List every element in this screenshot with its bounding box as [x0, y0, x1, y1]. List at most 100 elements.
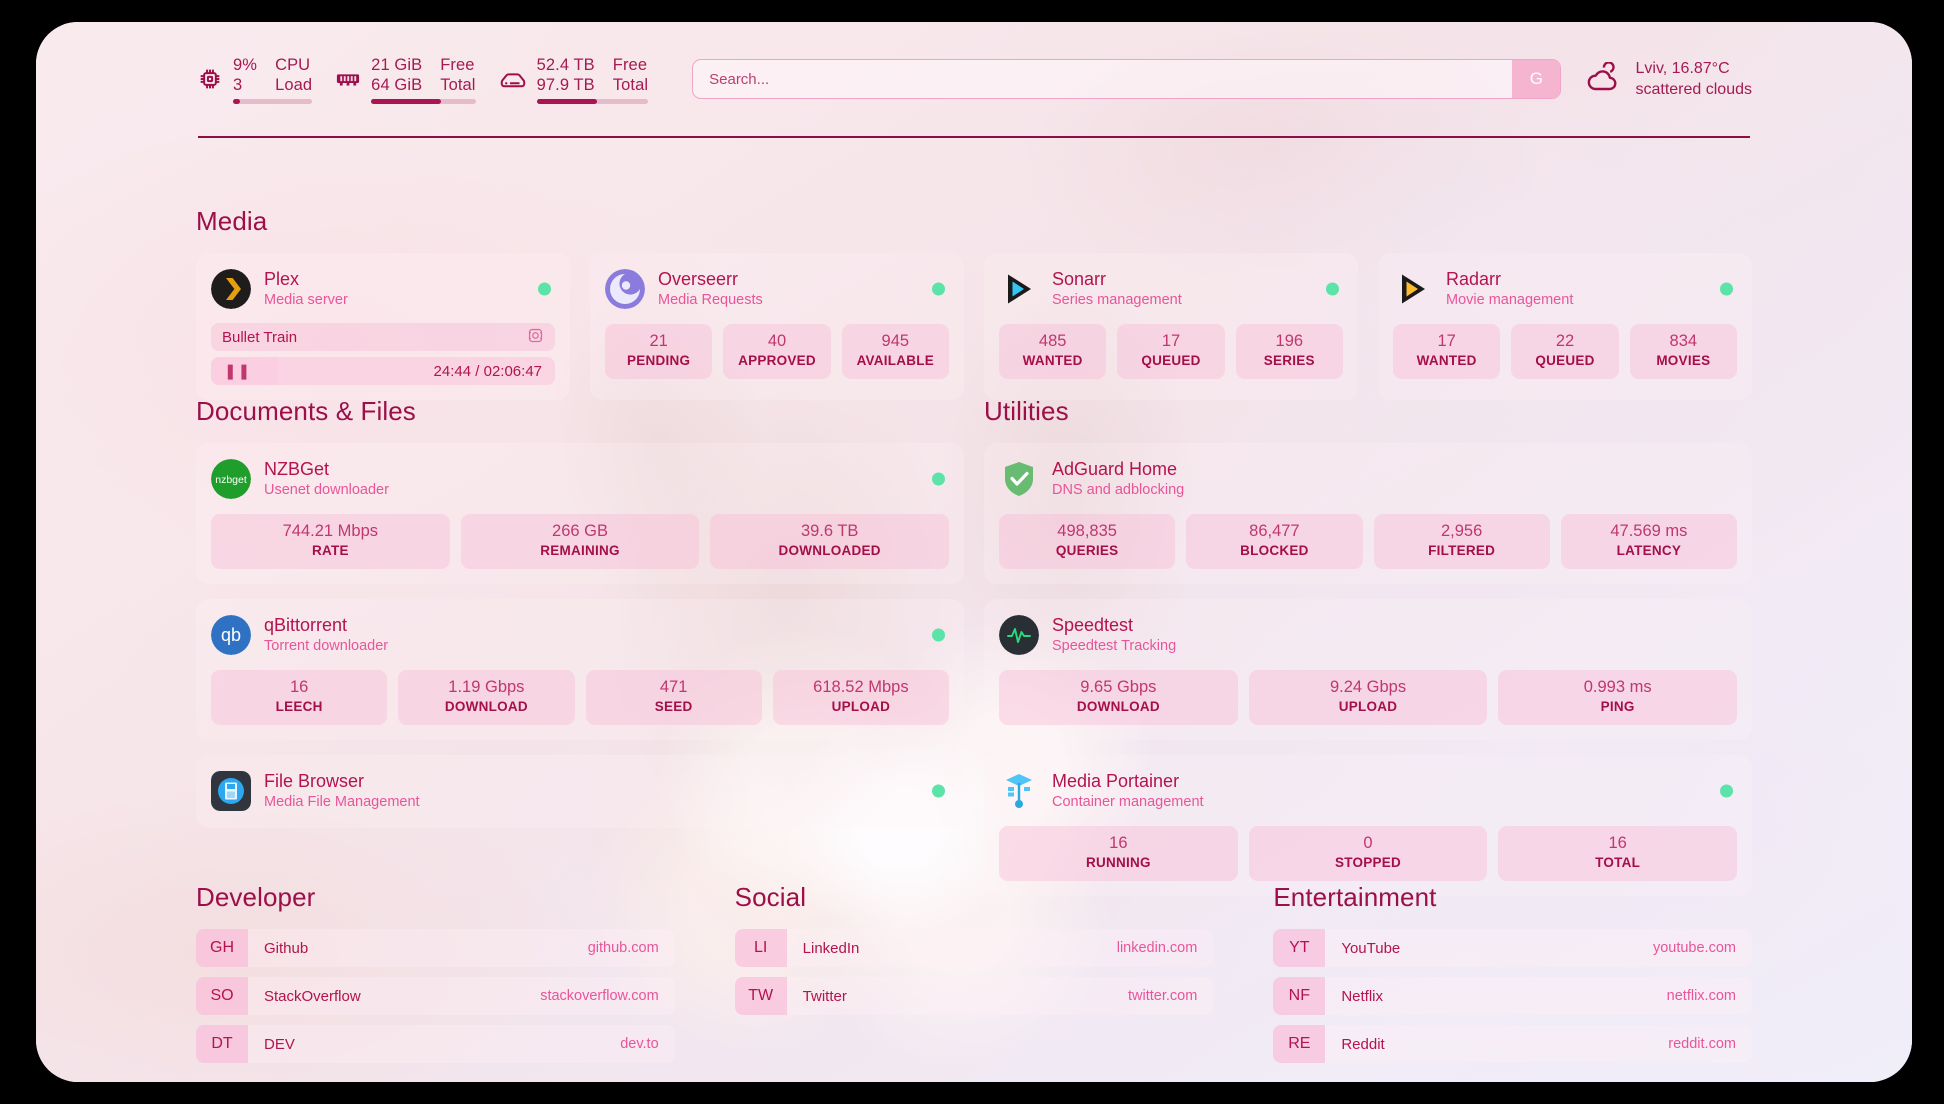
cast-icon[interactable] [527, 327, 544, 348]
stat-label: PING [1600, 699, 1635, 714]
overseerr-icon [605, 269, 645, 309]
stat-value: 22 [1555, 332, 1575, 350]
stat-value: 485 [1038, 332, 1067, 350]
now-playing-title: Bullet Train [222, 328, 298, 346]
service-subtitle: Series management [1052, 292, 1182, 308]
section-documents-utilities: Documents & Files nzbget NZBGet Usenet d [196, 396, 1752, 911]
service-name: Overseerr [658, 269, 739, 289]
service-card-overseerr[interactable]: Overseerr Media Requests 21 PENDING 40 APP… [590, 253, 964, 400]
svg-text:nzbget: nzbget [215, 474, 247, 486]
service-name: AdGuard Home [1052, 459, 1178, 479]
stat-value: 834 [1669, 332, 1698, 350]
memory-label-1: Free [440, 55, 475, 74]
stat-label: DOWNLOAD [444, 699, 528, 714]
service-card-qbittorrent[interactable]: qb qBittorrent Torrent downloader 16 LEEC… [196, 599, 964, 740]
stat-value: 9.65 Gbps [1080, 678, 1157, 696]
stat-tile: 498,835 QUERIES [999, 514, 1176, 569]
cpu-progress-bar [233, 98, 313, 104]
service-subtitle: Movie management [1446, 292, 1574, 308]
bookmark-url: netflix.com [1666, 988, 1736, 1004]
service-card-speedtest[interactable]: Speedtest Speedtest Tracking 9.65 Gbps DO… [984, 599, 1752, 740]
playback-progress-bar[interactable]: ❚❚ 24:44 / 02:06:47 [211, 357, 555, 385]
bookmark-url: youtube.com [1652, 940, 1736, 956]
pause-icon[interactable]: ❚❚ [224, 363, 252, 380]
service-card-nzbget[interactable]: nzbget NZBGet Usenet downloader 744.21 M… [196, 443, 964, 584]
ram-icon [334, 65, 362, 93]
bookmark-name: Github [264, 939, 309, 957]
section-title-documents: Documents & Files [196, 396, 416, 426]
stat-label: BLOCKED [1240, 543, 1309, 558]
bookmark-item[interactable]: RE Reddit reddit.com [1273, 1025, 1752, 1063]
bookmark-item[interactable]: SO StackOverflow stackoverflow.com [196, 977, 675, 1015]
bookmark-abbr: SO [196, 977, 248, 1015]
stat-label: QUERIES [1055, 543, 1119, 558]
stat-value: 1.19 Gbps [448, 678, 525, 696]
cpu-value-1: 9% [233, 55, 258, 74]
weather-widget[interactable]: Lviv, 16.87°C scattered clouds [1583, 58, 1752, 100]
bookmark-abbr: DT [196, 1025, 248, 1063]
stat-value: 86,477 [1249, 522, 1300, 540]
service-name: Media Portainer [1052, 771, 1180, 791]
stat-tile: 21 PENDING [605, 324, 713, 379]
cloud-icon [1583, 62, 1623, 96]
service-name: Sonarr [1052, 269, 1107, 289]
header-bar: 9% 3 CPU Load [36, 22, 1912, 140]
cpu-label-1: CPU [275, 55, 311, 74]
stat-value: 0.993 ms [1583, 678, 1652, 696]
file-browser-icon [211, 771, 251, 811]
bookmark-item[interactable]: NF Netflix netflix.com [1273, 977, 1752, 1015]
stat-value: 266 GB [552, 522, 608, 540]
memory-value-2: 64 GiB [371, 75, 423, 94]
weather-location: Lviv, 16.87°C [1635, 60, 1730, 77]
nzbget-icon: nzbget [211, 459, 251, 499]
section-utilities: Utilities AdGuard Home DNS and adblocki [984, 396, 1752, 911]
bookmark-item[interactable]: TW Twitter twitter.com [734, 977, 1214, 1015]
service-subtitle: Speedtest Tracking [1052, 638, 1177, 654]
stat-label: WANTED [1416, 353, 1477, 368]
stat-tile: 0 STOPPED [1248, 826, 1488, 881]
bookmark-abbr: NF [1273, 977, 1326, 1015]
status-indicator-online [1720, 282, 1733, 296]
disk-value-1: 52.4 TB [536, 55, 595, 74]
section-documents: Documents & Files nzbget NZBGet Usenet d [196, 396, 964, 911]
stat-tile: 618.52 Mbps UPLOAD [772, 670, 949, 725]
bookmark-group-title: Entertainment [1273, 882, 1437, 912]
cpu-value-2: 3 [233, 75, 243, 94]
stat-value: 196 [1275, 332, 1304, 350]
stat-label: APPROVED [738, 353, 816, 368]
stat-value: 0 [1363, 834, 1373, 852]
stat-tile: 47.569 ms LATENCY [1560, 514, 1737, 569]
service-name: qBittorrent [264, 615, 348, 635]
portainer-icon [999, 771, 1039, 811]
playback-time: 24:44 / 02:06:47 [433, 362, 542, 380]
disk-label-2: Total [612, 75, 649, 94]
service-card-media-portainer[interactable]: Media Portainer Container management 16 R… [984, 755, 1752, 896]
bookmark-item[interactable]: LI LinkedIn linkedin.com [734, 929, 1214, 967]
stat-value: 17 [1437, 332, 1456, 350]
service-card-file-browser[interactable]: File Browser Media File Management [196, 755, 964, 828]
bookmark-item[interactable]: DT DEV dev.to [196, 1025, 675, 1063]
stat-label: SERIES [1263, 353, 1315, 368]
service-card-adguard-home[interactable]: AdGuard Home DNS and adblocking 498,835 Q… [984, 443, 1752, 584]
stat-value: 21 [649, 332, 668, 350]
stat-tile: 744.21 Mbps RATE [211, 514, 450, 569]
stat-label: DOWNLOAD [1076, 699, 1160, 714]
service-card-plex[interactable]: Plex Media server Bullet Train [196, 253, 570, 400]
stat-label: RUNNING [1085, 855, 1151, 870]
service-card-sonarr[interactable]: Sonarr Series management 485 WANTED 17 QUE… [984, 253, 1358, 400]
stat-tile: 16 TOTAL [1498, 826, 1738, 881]
stat-tile: 86,477 BLOCKED [1186, 514, 1363, 569]
bookmark-item[interactable]: YT YouTube youtube.com [1273, 929, 1752, 967]
search-input[interactable] [693, 60, 1513, 98]
background-overlay [36, 22, 1912, 1082]
stat-value: 16 [1109, 834, 1128, 852]
service-card-radarr[interactable]: Radarr Movie management 17 WANTED 22 QUEUE… [1378, 253, 1752, 400]
stat-label: UPLOAD [831, 699, 891, 714]
stat-value: 9.24 Gbps [1329, 678, 1407, 696]
search-bar[interactable]: G [692, 59, 1562, 99]
bookmark-name: Reddit [1341, 1035, 1385, 1053]
svg-text:qb: qb [221, 625, 241, 645]
plex-now-playing: Bullet Train ❚❚ [211, 323, 555, 385]
google-search-button[interactable]: G [1512, 60, 1561, 98]
bookmark-item[interactable]: GH Github github.com [196, 929, 675, 967]
